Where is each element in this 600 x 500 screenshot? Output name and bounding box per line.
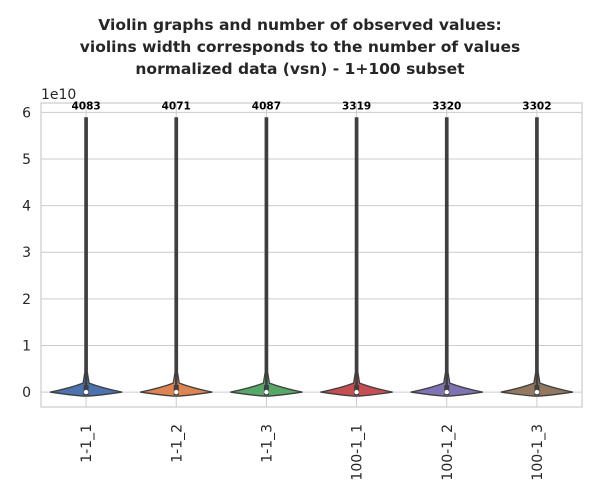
y-tick-label-2: 2 <box>22 292 31 308</box>
y-tick-label-4: 4 <box>22 199 31 215</box>
violin-median-100-1_2 <box>444 389 449 395</box>
x-tick-label-1-1_3: 1-1_3 <box>259 424 275 463</box>
count-label-1-1_2: 4071 <box>162 101 191 113</box>
y-tick-label-3: 3 <box>22 245 31 261</box>
y-tick-label-0: 0 <box>22 385 31 401</box>
x-tick-label-1-1_2: 1-1_2 <box>169 424 185 463</box>
x-axis-ticks: 1-1_1 1-1_2 1-1_3 100-1_1 100-1_2 100-1_3 <box>79 424 546 481</box>
violins <box>49 117 574 397</box>
y-axis-exponent: 1e10 <box>41 87 76 103</box>
x-tick-label-100-1_2: 100-1_2 <box>440 424 456 481</box>
count-label-1-1_3: 4087 <box>252 101 281 113</box>
y-axis-ticks: 0 1 2 3 4 5 6 <box>22 105 31 401</box>
x-tick-label-100-1_3: 100-1_3 <box>530 424 546 481</box>
count-label-1-1_1: 4083 <box>71 101 100 113</box>
count-label-100-1_2: 3320 <box>432 101 461 113</box>
violin-median-100-1_3 <box>534 389 540 395</box>
violin-median-100-1_1 <box>354 389 359 395</box>
y-tick-label-6: 6 <box>22 105 31 121</box>
count-labels: 4083 4071 4087 3319 3320 3302 <box>71 101 551 113</box>
count-label-100-1_3: 3302 <box>522 101 551 113</box>
chart-title-line-3: normalized data (vsn) - 1+100 subset <box>135 60 465 78</box>
violin-median-1-1_3 <box>264 389 269 395</box>
count-label-100-1_1: 3319 <box>342 101 371 113</box>
chart-title-line-2: violins width corresponds to the number … <box>79 38 521 56</box>
y-tick-label-5: 5 <box>22 152 31 168</box>
violin-median-1-1_2 <box>174 389 179 395</box>
x-tick-label-1-1_1: 1-1_1 <box>79 424 95 463</box>
chart-title-line-1: Violin graphs and number of observed val… <box>98 16 502 34</box>
violin-median-1-1_1 <box>83 389 89 395</box>
y-tick-label-1: 1 <box>22 338 31 354</box>
x-tick-label-100-1_1: 100-1_1 <box>350 424 366 481</box>
plot-area <box>40 102 583 408</box>
